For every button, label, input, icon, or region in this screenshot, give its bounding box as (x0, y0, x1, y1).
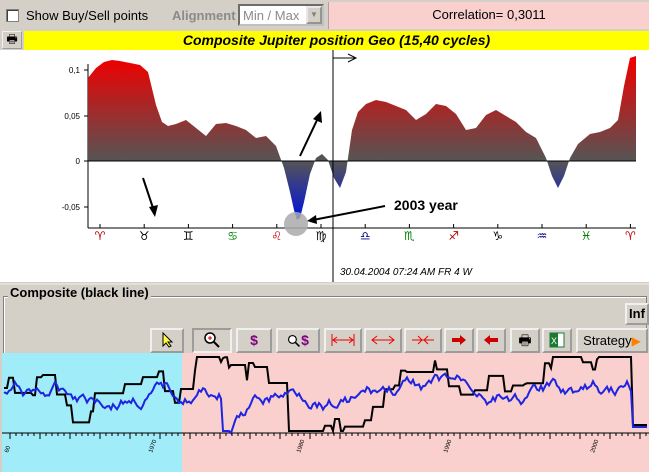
composite-chart[interactable]: 60 1970 1980 1990 2000 (2, 353, 649, 472)
dollar-icon[interactable]: $ (236, 328, 272, 353)
excel-icon[interactable]: X (542, 328, 572, 353)
print-icon[interactable]: 🖶 (510, 328, 540, 353)
y-axis: 0,1 0,05 0 -0,05 (62, 64, 89, 228)
zodiac-sign-label: ♎ (360, 229, 371, 243)
correlation-panel: Correlation= 0,3011 (328, 2, 649, 29)
x-axis-ticks: 60 1970 1980 1990 2000 (4, 433, 647, 454)
x-tick-label: 2000 (590, 438, 600, 453)
highlight-circle (284, 212, 308, 236)
y-tick-label: 0,1 (69, 66, 81, 75)
alignment-label: Alignment (172, 8, 236, 23)
zodiac-sign-label: ♍ (316, 229, 327, 243)
zodiac-axis: ♈ ♉ ♊ ♋ ♌ ♍ ♎ ♏ ♐ ♑ ♒ ♓ ♈ (88, 224, 636, 243)
y-tick-label: 0,05 (64, 112, 80, 121)
strategy-label: Strategy (583, 333, 632, 348)
composite-group-title: Composite (black line) (8, 285, 151, 300)
shrink-icon[interactable] (404, 328, 442, 353)
strategy-button[interactable]: Strategy▶ (576, 328, 648, 353)
past-region (2, 353, 182, 472)
show-buy-sell-checkbox[interactable] (6, 9, 19, 22)
arrow-down-annotation (142, 177, 158, 217)
inf-button[interactable]: Inf (625, 303, 649, 325)
chevron-down-icon[interactable]: ▼ (306, 6, 322, 24)
alignment-select[interactable]: Min / Max ▼ (238, 4, 324, 26)
svg-text:X: X (551, 336, 557, 346)
x-tick-label: 1980 (296, 438, 306, 453)
future-region (182, 353, 649, 472)
zodiac-sign-label: ♈ (95, 229, 106, 243)
cursor-flag-icon (333, 53, 358, 63)
x-tick-label: 1990 (443, 438, 453, 453)
arrow-right-icon[interactable] (444, 328, 474, 353)
zodiac-sign-label: ♐ (448, 229, 459, 243)
alignment-value: Min / Max (243, 8, 300, 23)
zodiac-sign-label: ♒ (537, 229, 548, 243)
jupiter-cycle-chart[interactable]: 0,1 0,05 0 -0,05 ♈ ♉ ♊ ♋ ♌ ♍ ♎ ♏ ♐ ♑ ♒ ♓ ♈ 30.04.200… (0, 50, 649, 282)
zodiac-sign-label: ♓ (581, 229, 592, 243)
zodiac-sign-label: ♋ (227, 229, 238, 243)
zoom-dollar-icon[interactable]: $ (276, 328, 320, 353)
pointer-icon[interactable] (150, 328, 184, 353)
annotation-label: 2003 year (394, 197, 458, 213)
composite-line (3, 372, 647, 435)
correlation-value: Correlation= 0,3011 (432, 7, 546, 22)
expand-icon[interactable] (364, 328, 402, 353)
zodiac-sign-label: ♉ (139, 229, 150, 243)
fit-range-icon[interactable] (324, 328, 362, 353)
zodiac-sign-label: ♈ (625, 229, 636, 243)
show-buy-sell-label: Show Buy/Sell points (26, 8, 149, 23)
arrow-up-annotation (299, 111, 322, 157)
price-line (4, 356, 647, 435)
arrow-label-annotation (307, 205, 386, 224)
zodiac-sign-label: ♑ (492, 229, 503, 243)
positive-area (88, 56, 636, 161)
zodiac-sign-label: ♌ (271, 229, 282, 243)
cursor-readout: 30.04.2004 07:24 AM FR 4 W (340, 267, 473, 278)
arrow-left-icon[interactable] (476, 328, 506, 353)
printer-icon[interactable]: 🖶 (2, 31, 22, 49)
y-tick-label: -0,05 (62, 203, 81, 212)
x-tick-label: 1970 (148, 438, 158, 453)
y-tick-label: 0 (76, 157, 81, 166)
play-icon: ▶ (631, 334, 641, 348)
chart-title: Composite Jupiter position Geo (15,40 cy… (182, 32, 491, 48)
zodiac-sign-label: ♊ (183, 229, 194, 243)
zoom-icon[interactable] (192, 328, 232, 353)
chart-title-bar: Composite Jupiter position Geo (15,40 cy… (24, 31, 649, 50)
zodiac-sign-label: ♏ (404, 229, 415, 243)
x-tick-label: 60 (4, 445, 12, 454)
